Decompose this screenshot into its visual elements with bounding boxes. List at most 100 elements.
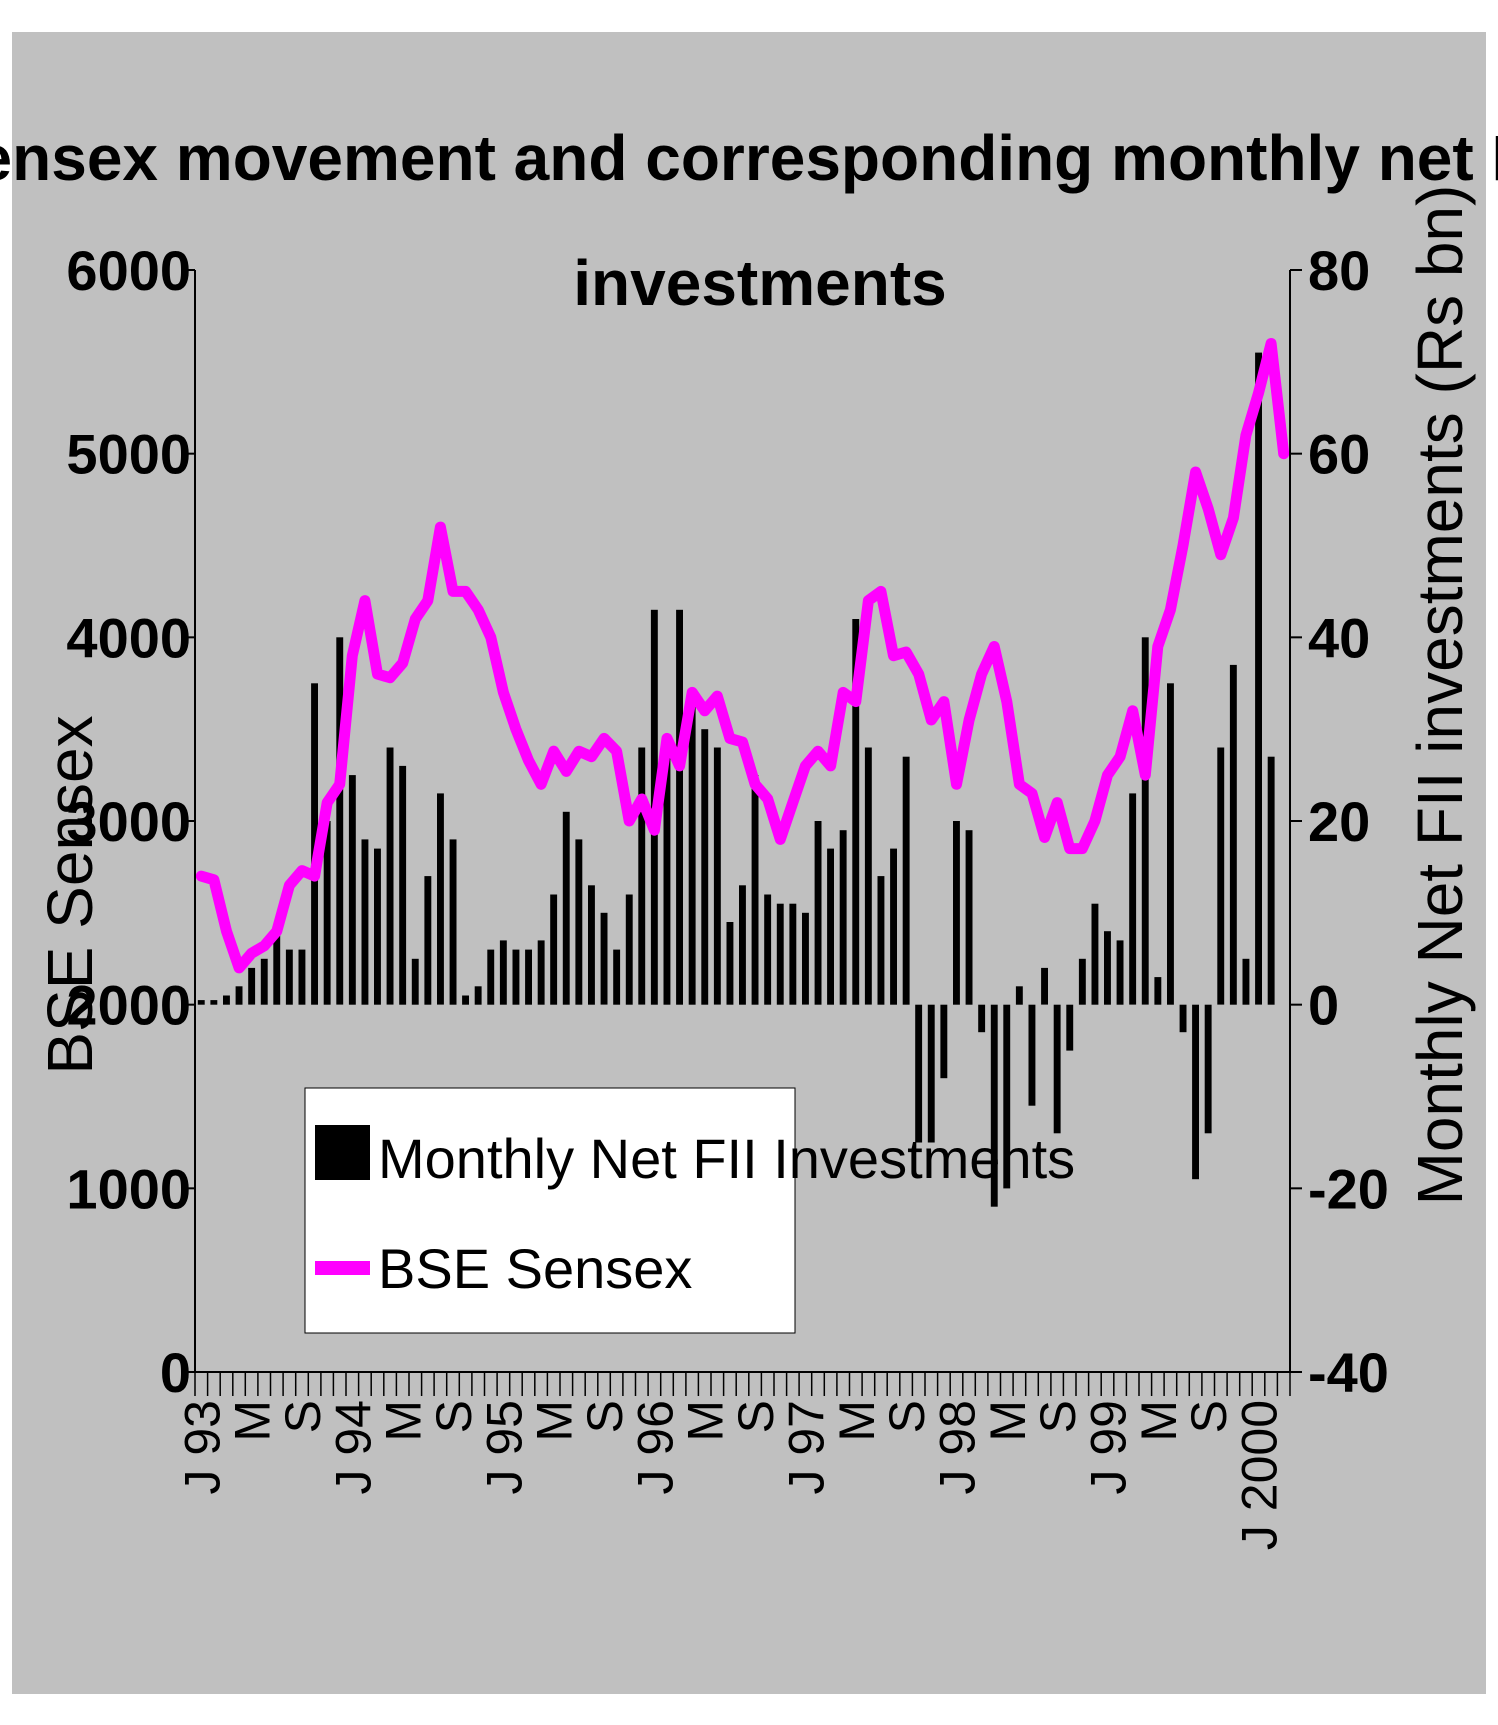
- x-tick-label: M: [527, 1400, 583, 1442]
- right-tick-label: 60: [1308, 423, 1370, 486]
- bar-fii-49: [814, 821, 822, 1005]
- bar-fii-76: [1154, 977, 1162, 1005]
- x-tick-label: J 96: [627, 1400, 683, 1495]
- bar-fii-39: [688, 701, 696, 1005]
- legend-bar-swatch: [315, 1125, 370, 1180]
- bar-fii-30: [575, 839, 583, 1005]
- bar-fii-25: [512, 949, 520, 1005]
- chart-title-line-2: investments: [573, 247, 946, 319]
- x-tick-label: J 93: [174, 1400, 230, 1495]
- left-tick-label: 1000: [66, 1157, 191, 1220]
- bar-fii-77: [1167, 683, 1174, 1005]
- bar-fii-55: [890, 848, 897, 1005]
- bar-fii-62: [978, 1004, 986, 1033]
- bar-fii-67: [1041, 967, 1048, 1005]
- bar-fii-8: [298, 949, 306, 1005]
- left-tick-label: 3000: [66, 790, 191, 853]
- left-tick-label: 0: [160, 1341, 191, 1404]
- bar-fii-58: [927, 1004, 935, 1143]
- bar-fii-82: [1229, 664, 1237, 1005]
- bar-fii-33: [613, 949, 621, 1005]
- bar-fii-43: [739, 885, 746, 1005]
- x-tick-label: J 95: [476, 1400, 532, 1495]
- bar-fii-35: [638, 747, 646, 1005]
- bar-fii-4: [248, 967, 256, 1005]
- x-tick-label: M: [980, 1400, 1036, 1442]
- bar-fii-68: [1053, 1004, 1061, 1134]
- bar-fii-29: [562, 811, 570, 1005]
- chart-background: [12, 32, 1486, 1694]
- x-tick-label: M: [829, 1400, 885, 1442]
- bar-fii-73: [1116, 940, 1124, 1005]
- bar-fii-47: [789, 903, 797, 1005]
- bar-fii-3: [235, 986, 243, 1005]
- bar-fii-26: [525, 949, 532, 1005]
- bar-fii-69: [1066, 1004, 1074, 1051]
- x-tick-label: M: [1131, 1400, 1187, 1442]
- bar-fii-42: [726, 922, 734, 1005]
- bar-fii-7: [285, 949, 293, 1005]
- bar-fii-5: [260, 958, 268, 1005]
- bar-fii-71: [1091, 903, 1099, 1005]
- bar-fii-57: [915, 1004, 923, 1143]
- bar-series: [197, 352, 1275, 1207]
- bar-fii-72: [1104, 931, 1111, 1005]
- bar-fii-14: [374, 848, 381, 1005]
- bar-fii-70: [1078, 958, 1086, 1005]
- bar-fii-59: [940, 1004, 948, 1079]
- bar-fii-6: [273, 931, 281, 1005]
- left-axis-title: BSE Sensex: [34, 715, 106, 1074]
- legend-label-fii: Monthly Net FII Investments: [378, 1127, 1075, 1190]
- bar-fii-16: [399, 765, 407, 1005]
- bar-fii-65: [1015, 986, 1023, 1005]
- bar-fii-19: [437, 793, 444, 1005]
- bar-fii-12: [348, 775, 356, 1005]
- right-tick-label: -40: [1308, 1341, 1389, 1404]
- x-tick-label: J 99: [1081, 1400, 1137, 1495]
- bar-fii-34: [625, 894, 633, 1005]
- bar-fii-63: [990, 1004, 998, 1207]
- bar-fii-66: [1028, 1004, 1036, 1106]
- bar-fii-22: [474, 986, 482, 1005]
- bar-fii-24: [499, 940, 507, 1005]
- bar-fii-84: [1255, 352, 1262, 1005]
- x-tick-label: S: [577, 1400, 633, 1433]
- x-tick-label: S: [879, 1400, 935, 1433]
- right-tick-label: 80: [1308, 239, 1370, 302]
- bar-fii-61: [965, 830, 973, 1005]
- legend-label-sensex: BSE Sensex: [378, 1237, 692, 1300]
- bar-fii-44: [751, 775, 759, 1005]
- bar-fii-52: [852, 619, 860, 1005]
- bar-fii-10: [323, 821, 331, 1005]
- bar-fii-56: [902, 756, 910, 1005]
- bar-fii-31: [588, 885, 595, 1005]
- bar-fii-2: [223, 995, 230, 1005]
- left-tick-label: 4000: [66, 606, 191, 669]
- x-tick-label: J 98: [930, 1400, 986, 1495]
- left-tick-label: 2000: [66, 974, 191, 1037]
- right-tick-label: -20: [1308, 1157, 1389, 1220]
- x-tick-label: S: [275, 1400, 331, 1433]
- bar-fii-51: [839, 830, 847, 1005]
- bar-fii-21: [462, 995, 469, 1005]
- x-tick-label: J 94: [325, 1400, 381, 1495]
- bar-fii-46: [776, 903, 784, 1005]
- bar-fii-17: [411, 958, 419, 1005]
- right-tick-label: 0: [1308, 974, 1339, 1037]
- bar-fii-1: [210, 1000, 218, 1005]
- bar-fii-23: [487, 949, 495, 1005]
- left-tick-label: 6000: [66, 239, 191, 302]
- bar-fii-54: [877, 876, 885, 1005]
- bar-fii-74: [1129, 793, 1137, 1005]
- line-series: [195, 338, 1290, 974]
- line-bse-sensex: [195, 338, 1290, 974]
- bar-fii-20: [449, 839, 457, 1005]
- bar-fii-50: [827, 848, 834, 1005]
- x-tick-label: M: [678, 1400, 734, 1442]
- bar-fii-75: [1141, 637, 1149, 1005]
- bar-fii-0: [197, 1000, 205, 1005]
- left-tick-label: 5000: [66, 423, 191, 486]
- bar-fii-13: [361, 839, 369, 1005]
- x-tick-label: S: [1181, 1400, 1237, 1433]
